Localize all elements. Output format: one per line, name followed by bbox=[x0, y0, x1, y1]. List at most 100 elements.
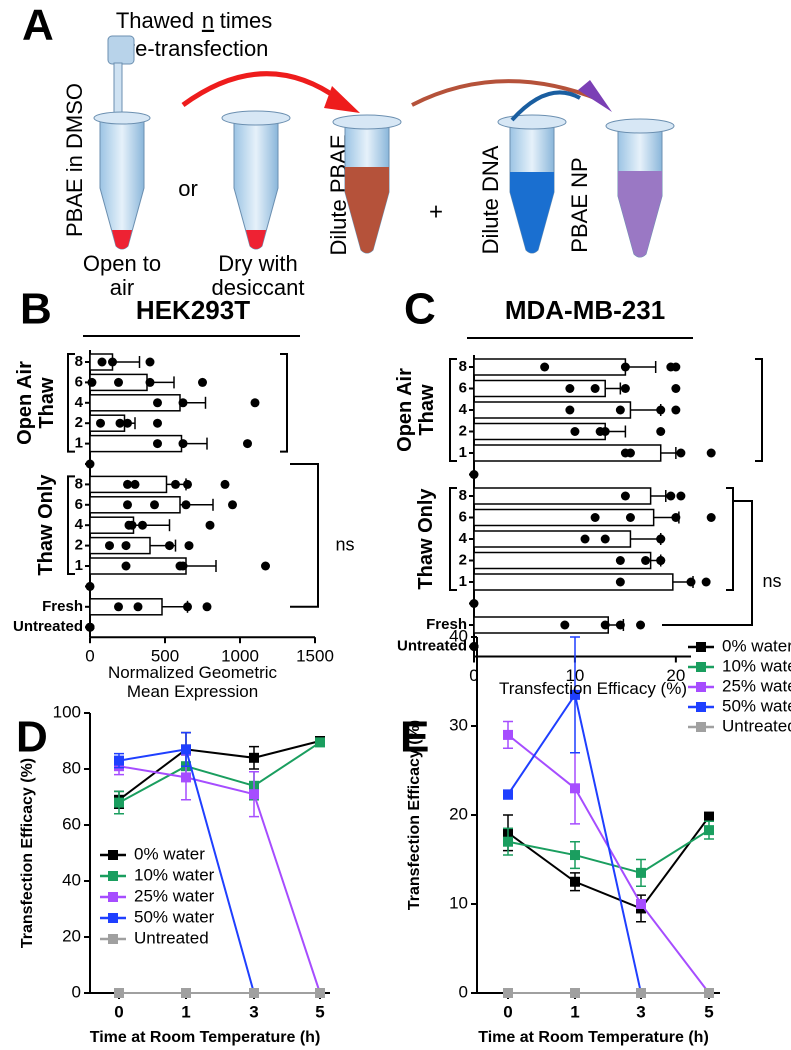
data-point bbox=[671, 513, 681, 522]
legend-label: 50% water bbox=[722, 696, 791, 715]
data-point bbox=[590, 384, 600, 393]
y-tick-label: 40 bbox=[449, 626, 468, 645]
data-point bbox=[220, 479, 230, 489]
data-point bbox=[565, 405, 575, 415]
data-point bbox=[205, 520, 215, 530]
x-axis-label: Normalized Geometric Mean Expression bbox=[107, 663, 278, 701]
y-tick-label: 1 bbox=[459, 573, 467, 590]
y-tick-label: 30 bbox=[449, 715, 468, 734]
data-point bbox=[620, 384, 630, 393]
series-line bbox=[118, 740, 321, 801]
marker bbox=[114, 755, 124, 766]
data-point bbox=[540, 362, 550, 372]
data-point bbox=[676, 448, 686, 458]
marker bbox=[570, 876, 580, 887]
y-tick-label: 2 bbox=[75, 414, 83, 431]
data-point bbox=[706, 513, 716, 522]
data-point bbox=[123, 500, 132, 510]
data-point bbox=[114, 377, 123, 387]
data-point bbox=[183, 602, 192, 612]
chart-title: HEK293T bbox=[136, 295, 250, 325]
x-tick-label: 1 bbox=[570, 1002, 579, 1021]
data-point bbox=[178, 398, 188, 408]
x-axis-label: Time at Room Temperature (h) bbox=[90, 1029, 321, 1046]
data-point bbox=[133, 602, 143, 612]
data-point bbox=[615, 556, 625, 565]
label: PBAE NP bbox=[567, 157, 592, 252]
panel-letter: B bbox=[20, 285, 52, 334]
bar bbox=[89, 598, 163, 616]
y-tick-label: 20 bbox=[449, 804, 468, 823]
label: n bbox=[202, 8, 214, 33]
data-point bbox=[600, 427, 610, 436]
data-point bbox=[145, 357, 155, 367]
data-point bbox=[105, 541, 114, 551]
marker bbox=[704, 988, 714, 998]
data-point bbox=[96, 418, 105, 428]
marker bbox=[315, 737, 325, 748]
label: PBAE in DMSO bbox=[62, 83, 87, 237]
y-tick-label: 0 bbox=[459, 982, 468, 1001]
y-axis-label: Transfection Efficacy (%) bbox=[406, 720, 423, 910]
legend-label: 25% water bbox=[134, 886, 215, 905]
x-tick-label: 1000 bbox=[221, 647, 259, 666]
marker bbox=[249, 988, 259, 998]
error-bar bbox=[605, 382, 622, 395]
significance-bracket bbox=[755, 358, 763, 462]
legend-marker bbox=[108, 913, 118, 923]
y-tick-label: 8 bbox=[459, 358, 467, 375]
x-tick-label: 3 bbox=[249, 1002, 258, 1021]
y-tick-label: 8 bbox=[75, 353, 83, 370]
marker bbox=[570, 850, 580, 861]
bar bbox=[473, 422, 606, 441]
data-point bbox=[97, 357, 107, 367]
significance-bracket bbox=[726, 487, 734, 591]
data-point bbox=[636, 620, 646, 630]
marker bbox=[503, 789, 513, 800]
data-point bbox=[114, 602, 123, 612]
legend-marker bbox=[696, 662, 706, 672]
x-tick-label: 5 bbox=[704, 1002, 713, 1021]
data-point bbox=[600, 620, 610, 630]
significance-bracket bbox=[280, 353, 288, 453]
data-point bbox=[115, 418, 125, 428]
label: pre-transfection bbox=[116, 36, 269, 61]
arrow bbox=[411, 79, 601, 107]
arrow bbox=[181, 71, 342, 108]
data-point bbox=[138, 520, 147, 530]
legend-marker bbox=[696, 722, 706, 732]
data-point bbox=[127, 520, 137, 530]
data-point bbox=[580, 534, 590, 544]
y-tick-label: 0 bbox=[72, 982, 81, 1001]
bar bbox=[473, 379, 606, 398]
marker bbox=[636, 867, 646, 878]
tube bbox=[93, 35, 151, 250]
bar bbox=[473, 358, 627, 376]
data-point bbox=[228, 500, 237, 510]
data-point bbox=[615, 620, 625, 630]
data-point bbox=[615, 405, 625, 415]
marker bbox=[114, 797, 124, 808]
data-point bbox=[656, 405, 666, 415]
tube bbox=[497, 114, 567, 254]
data-point bbox=[671, 362, 681, 372]
x-tick-label: 1500 bbox=[296, 647, 334, 666]
data-point bbox=[150, 500, 159, 510]
y-tick-label: 2 bbox=[459, 551, 467, 568]
legend-label: 0% water bbox=[722, 636, 791, 655]
bar bbox=[89, 557, 187, 575]
y-tick-label: Fresh bbox=[426, 616, 467, 633]
y-tick-label: 1 bbox=[75, 435, 83, 452]
group-label: Open Air Thaw bbox=[394, 368, 438, 452]
tube bbox=[221, 110, 291, 250]
annotation: ns bbox=[335, 534, 354, 554]
marker bbox=[181, 772, 191, 783]
group-label: Thaw Only bbox=[415, 488, 437, 590]
data-point bbox=[108, 357, 117, 367]
data-point bbox=[85, 581, 95, 591]
y-tick-label: 6 bbox=[75, 373, 83, 390]
data-point bbox=[250, 398, 260, 408]
arrow-head bbox=[324, 86, 360, 113]
marker bbox=[570, 689, 580, 700]
